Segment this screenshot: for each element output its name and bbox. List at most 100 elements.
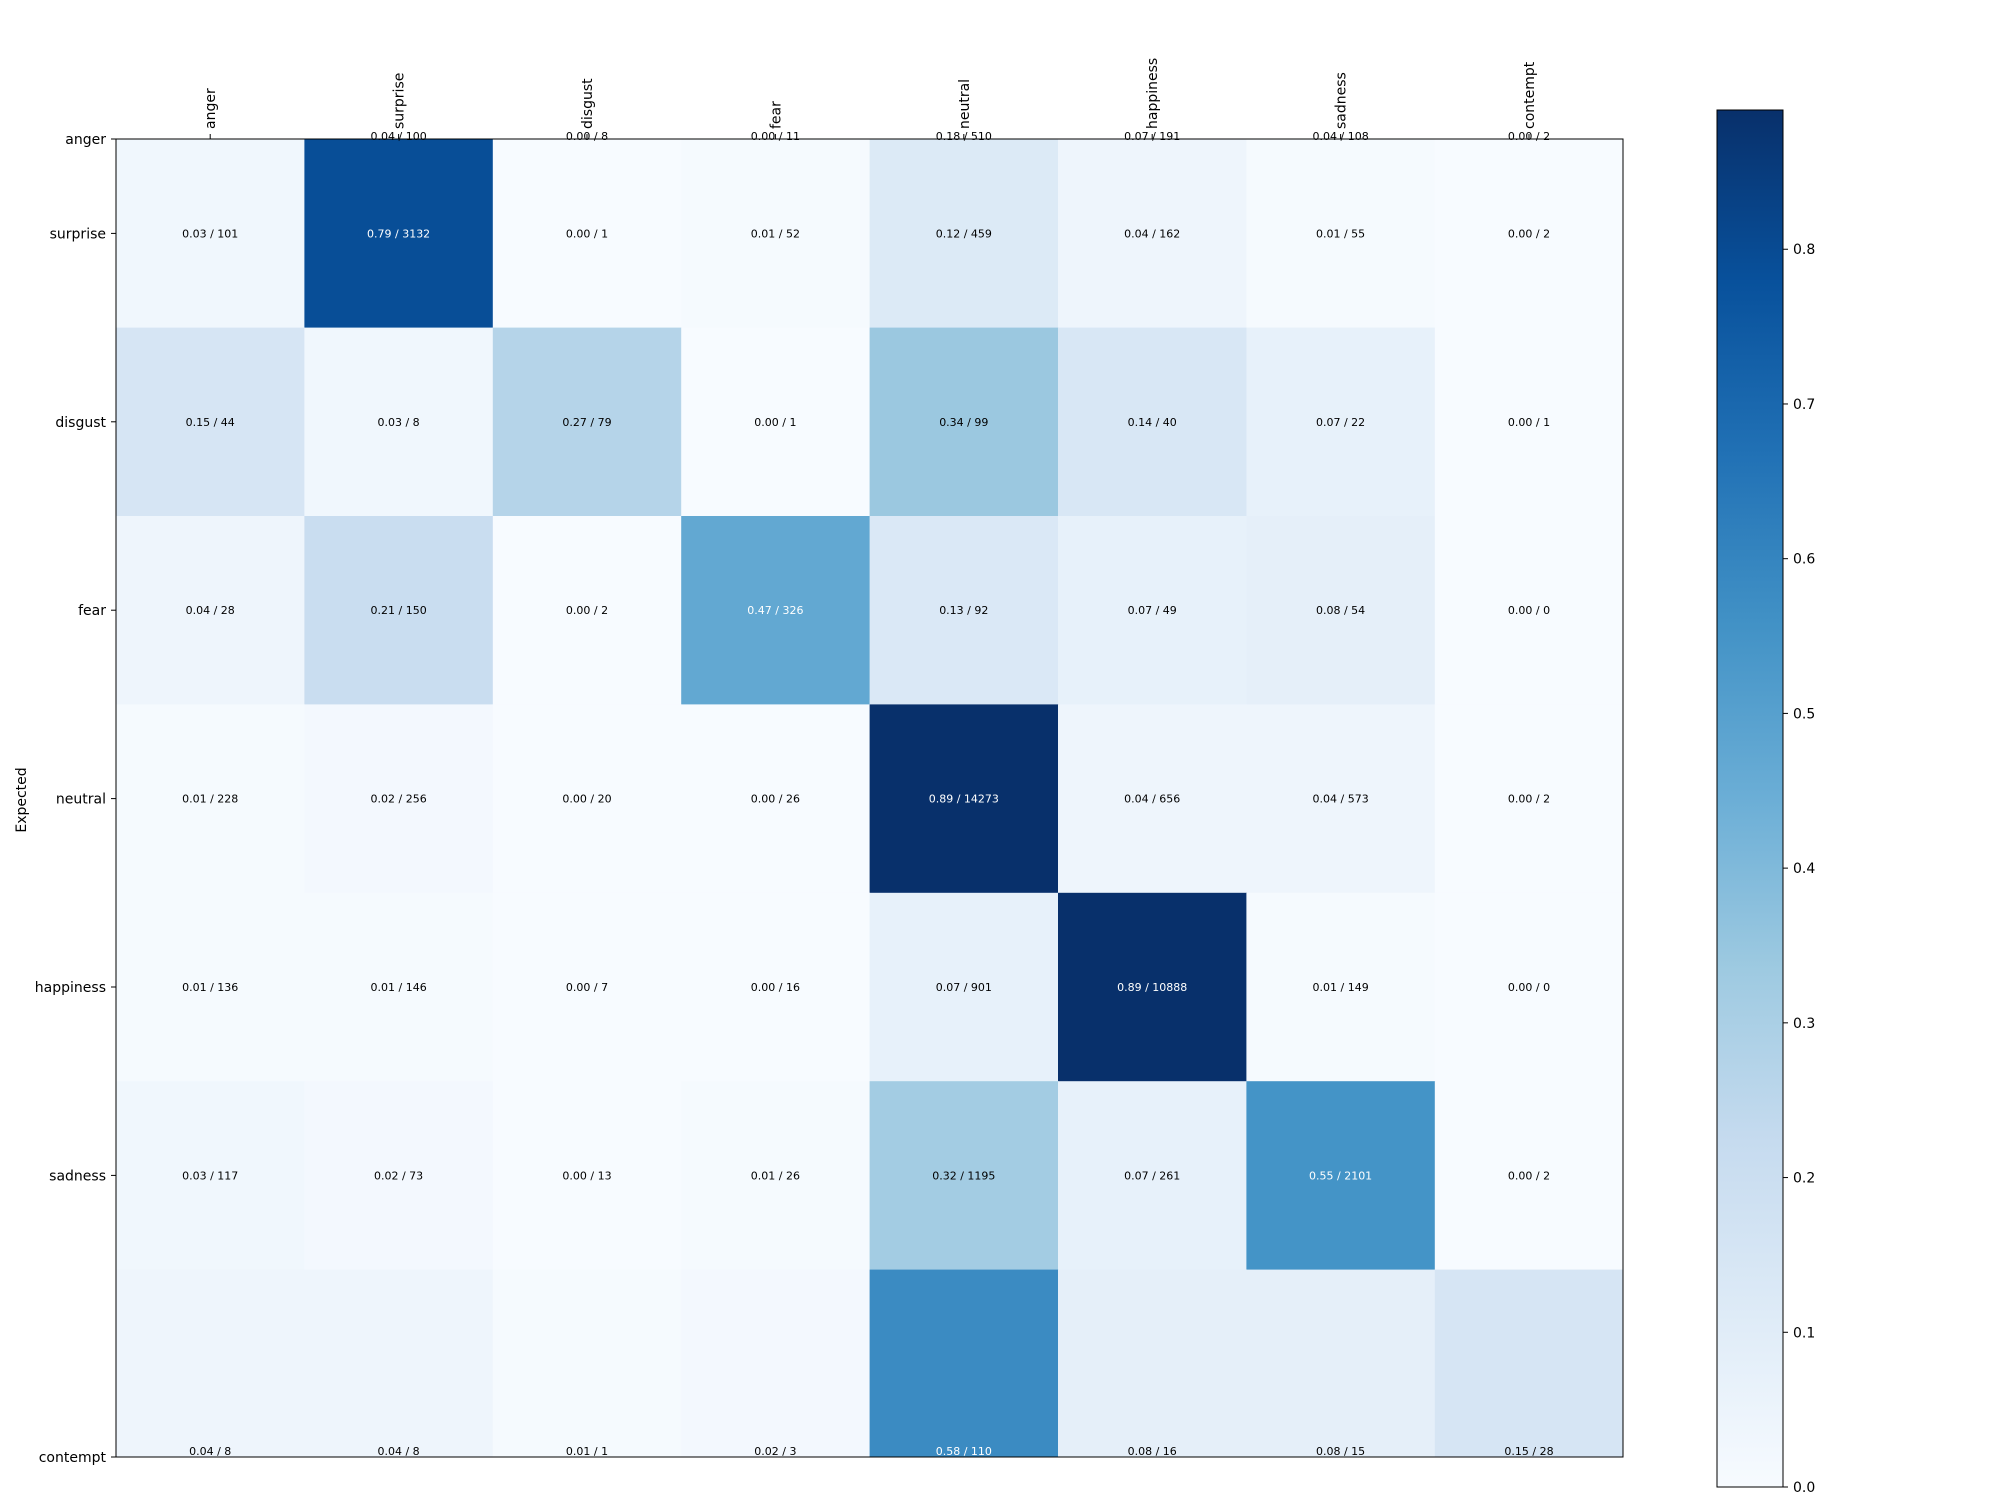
row-tick-label-surprise: surprise (50, 226, 106, 242)
cell-value-label: 0.02 / 256 (371, 793, 427, 806)
heatmap-cell-sadness-disgust (492, 1081, 682, 1271)
cell-value-label: 0.04 / 28 (186, 604, 235, 617)
row-tick-label-neutral: neutral (56, 792, 106, 808)
cell-value-label: 0.02 / 3 (754, 1445, 796, 1458)
heatmap-cell-fear-sadness (1246, 516, 1436, 705)
heatmap-cell-sadness-anger (116, 1081, 305, 1271)
cell-value-label: 0.04 / 8 (189, 1445, 231, 1458)
cell-value-label: 0.00 / 0 (1508, 604, 1550, 617)
heatmap-cell-surprise-sadness (1246, 139, 1436, 329)
heatmap-cell-sadness-neutral (869, 1081, 1059, 1271)
cell-value-label: 0.00 / 1 (566, 227, 608, 240)
cell-value-label: 0.08 / 54 (1316, 604, 1365, 617)
cell-value-label: 0.07 / 49 (1128, 604, 1177, 617)
heatmap-cell-surprise-contempt (1434, 139, 1623, 329)
heatmap-cell-happiness-anger (116, 892, 305, 1082)
cell-value-label: 0.03 / 8 (377, 416, 419, 429)
heatmap-cell-contempt-neutral (869, 1269, 1059, 1457)
heatmap-cell-contempt-disgust (492, 1269, 682, 1457)
cell-value-label: 0.12 / 459 (936, 227, 992, 240)
y-axis-label: Expected (14, 767, 30, 832)
heatmap-cell-happiness-contempt (1434, 892, 1623, 1082)
cell-value-label: 0.13 / 92 (939, 604, 988, 617)
heatmap-cell-fear-contempt (1434, 516, 1623, 705)
row-tick-label-anger: anger (65, 132, 106, 148)
heatmap-cell-fear-neutral (869, 516, 1059, 705)
heatmap-cell-neutral-fear (681, 704, 871, 894)
cell-value-label: 0.89 / 14273 (929, 793, 999, 806)
heatmap-cell-fear-surprise (304, 516, 494, 705)
heatmap-cell-fear-disgust (492, 516, 682, 705)
cell-value-label: 0.04 / 162 (1124, 227, 1180, 240)
cell-value-label: 0.01 / 228 (182, 793, 238, 806)
cell-value-label: 0.34 / 99 (939, 416, 988, 429)
column-tick-label-anger: anger (203, 88, 219, 129)
heatmap-cell-sadness-fear (681, 1081, 871, 1271)
cell-value-label: 0.04 / 656 (1124, 793, 1180, 806)
colorbar-tick-label: 0.5 (1793, 706, 1815, 722)
heatmap-cell-sadness-contempt (1434, 1081, 1623, 1271)
cell-value-label: 0.00 / 0 (1508, 981, 1550, 994)
heatmap-cell-happiness-surprise (304, 892, 494, 1082)
heatmap-cell-disgust-happiness (1058, 327, 1247, 517)
cell-value-label: 0.08 / 16 (1128, 1445, 1177, 1458)
cell-value-label: 0.00 / 2 (566, 604, 608, 617)
cell-value-label: 0.03 / 117 (182, 1169, 238, 1182)
cell-value-label: 0.01 / 55 (1316, 227, 1365, 240)
cell-value-label: 0.15 / 44 (186, 416, 235, 429)
cell-value-label: 0.07 / 22 (1316, 416, 1365, 429)
colorbar-gradient (1717, 110, 1783, 1487)
heatmap-cell-disgust-fear (681, 327, 871, 517)
cell-value-label: 0.15 / 28 (1504, 1445, 1553, 1458)
cell-value-label: 0.01 / 146 (371, 981, 427, 994)
cell-value-label: 0.47 / 326 (747, 604, 803, 617)
colorbar-tick-label: 0.6 (1793, 552, 1815, 568)
cell-value-label: 0.32 / 1195 (932, 1169, 995, 1182)
heatmap-cell-neutral-happiness (1058, 704, 1247, 894)
colorbar-frame (1716, 109, 1784, 1488)
colorbar-ticks: 0.0 0.1 0.2 0.3 0.4 0.5 0.6 0.7 0.8 (1783, 242, 1815, 1496)
row-tick-label-fear: fear (78, 603, 106, 619)
heatmap-cell-neutral-disgust (492, 704, 682, 894)
cell-value-label: 0.21 / 150 (371, 604, 427, 617)
cell-value-label: 0.03 / 101 (182, 227, 238, 240)
heatmap-cell-contempt-contempt (1434, 1269, 1623, 1457)
heatmap-cell-contempt-sadness (1246, 1269, 1436, 1457)
column-tick-label-happiness: happiness (1145, 58, 1161, 129)
cell-value-label: 0.07 / 261 (1124, 1169, 1180, 1182)
cell-value-label: 0.00 / 1 (1508, 416, 1550, 429)
cell-value-label: 0.01 / 136 (182, 981, 238, 994)
heatmap-cell-contempt-surprise (304, 1269, 494, 1457)
cell-value-label: 0.14 / 40 (1128, 416, 1177, 429)
column-tick-label-neutral: neutral (957, 79, 973, 129)
cell-value-label: 0.00 / 7 (566, 981, 608, 994)
cell-value-label: 0.58 / 110 (936, 1445, 992, 1458)
cell-value-label: 0.00 / 2 (1508, 793, 1550, 806)
row-tick-label-sadness: sadness (49, 1168, 106, 1184)
cell-value-label: 0.01 / 52 (751, 227, 800, 240)
heatmap-cell-surprise-neutral (869, 139, 1059, 329)
cell-value-label: 0.79 / 3132 (367, 227, 430, 240)
heatmap-cells (116, 139, 1623, 1457)
heatmap-cell-disgust-anger (116, 327, 305, 517)
heatmap-cell-happiness-happiness (1058, 892, 1247, 1082)
heatmap-cell-happiness-disgust (492, 892, 682, 1082)
cell-value-label: 0.04 / 573 (1313, 793, 1369, 806)
heatmap-cell-surprise-happiness (1058, 139, 1247, 329)
colorbar-tick-label: 0.7 (1793, 397, 1815, 413)
heatmap-cell-disgust-sadness (1246, 327, 1436, 517)
heatmap-cell-disgust-surprise (304, 327, 494, 517)
heatmap-cell-fear-fear (681, 516, 871, 705)
heatmap-cell-contempt-happiness (1058, 1269, 1247, 1457)
cell-value-label: 0.00 / 2 (1508, 227, 1550, 240)
heatmap-cell-happiness-fear (681, 892, 871, 1082)
heatmap-cell-disgust-disgust (492, 327, 682, 517)
heatmap-cell-contempt-anger (116, 1269, 305, 1457)
cell-value-label: 0.00 / 16 (751, 981, 800, 994)
heatmap-cell-sadness-happiness (1058, 1081, 1247, 1271)
colorbar-tick-label: 0.4 (1793, 861, 1815, 877)
cell-value-label: 0.00 / 13 (562, 1169, 611, 1182)
heatmap-cell-surprise-surprise (304, 139, 494, 329)
heatmap-cell-sadness-sadness (1246, 1081, 1436, 1271)
